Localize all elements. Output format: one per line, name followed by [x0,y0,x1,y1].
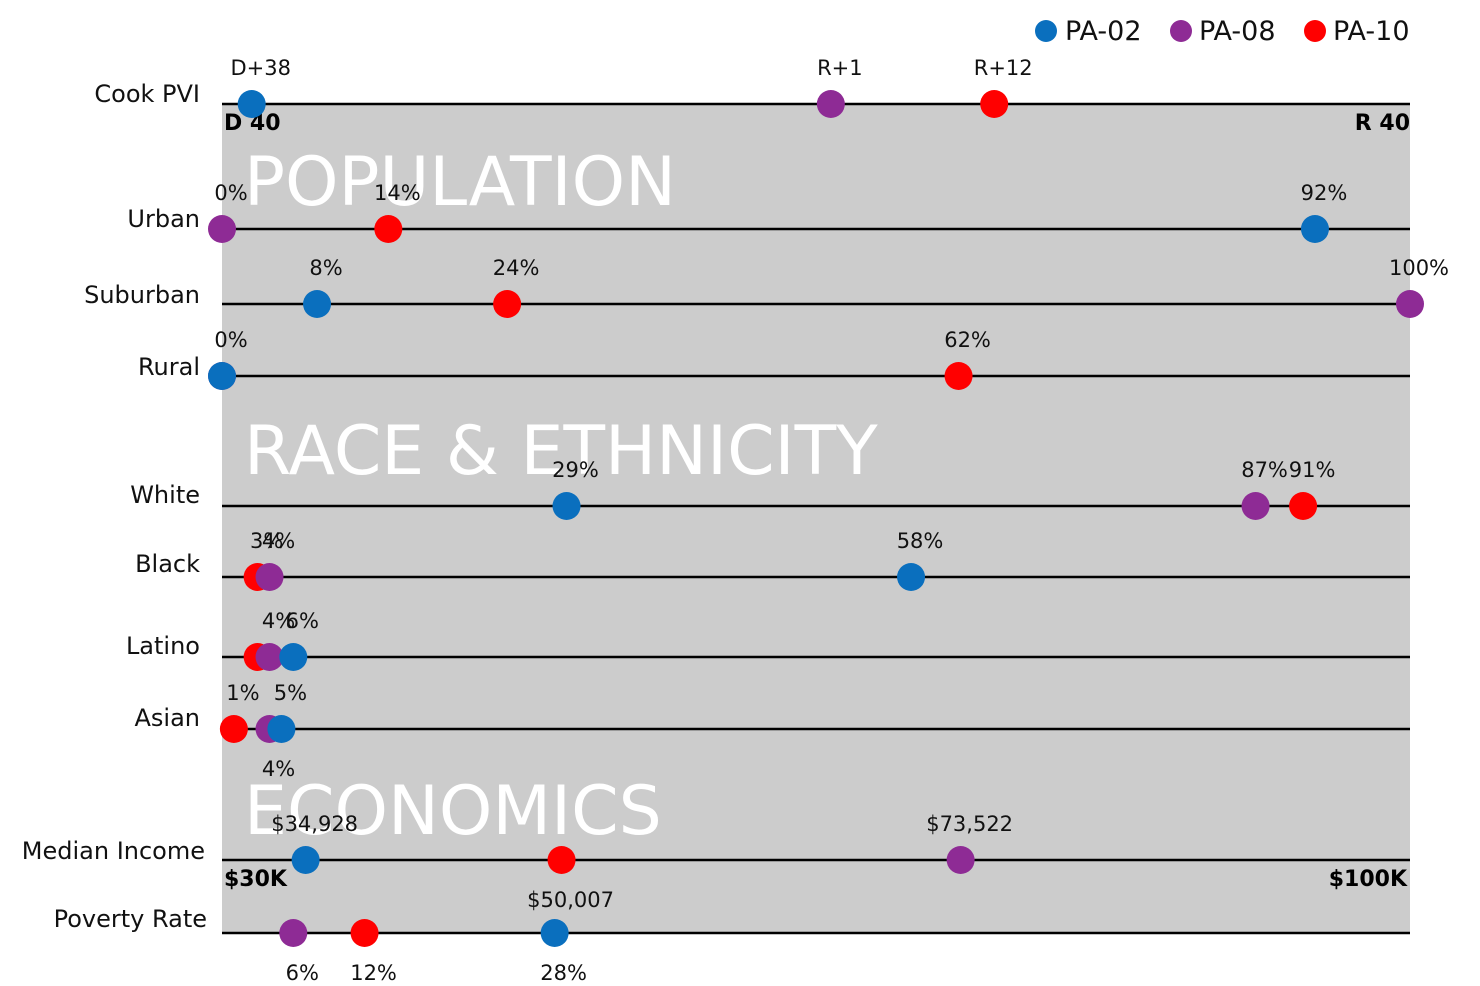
value-label-latino-pa08: 4% [262,609,295,633]
dot-urban-pa08 [208,215,236,243]
legend: PA-02 PA-08 PA-10 [1035,16,1410,47]
row-rural: Rural 0% 62% [138,328,1410,390]
dot-poverty_rate-pa10 [350,919,379,947]
dot-cook_pvi-pa08 [816,90,845,118]
dot-asian-pa10 [219,715,248,743]
legend-marker-pa02 [1035,20,1057,42]
dot-median_income-pa02 [291,846,320,874]
row-asian: Asian 1% 4% 5% [134,681,1410,781]
row-label-suburban: Suburban [84,281,200,309]
dot-urban-pa10 [374,215,403,243]
dot-suburban-pa02 [303,290,332,318]
legend-label-pa08: PA-08 [1199,16,1276,47]
legend-marker-pa10 [1304,20,1326,42]
row-white: White 29% 87% 91% [130,458,1410,520]
dot-asian-pa02 [267,715,296,743]
row-black: Black 58% 3%4% [135,529,1410,591]
row-median_income: Median Income $34,928 $50,007 $73,522 [22,812,1410,912]
row-label-latino: Latino [126,632,200,660]
dot-poverty_rate-pa02 [540,919,569,947]
dot-black-pa02 [897,563,926,591]
rows-layer: Cook PVI D+38 R+1 R+12 Urban 92% 0% 14% Suburban… [22,56,1449,985]
row-label-cook_pvi: Cook PVI [94,80,200,108]
legend-label-pa10: PA-10 [1333,16,1410,47]
value-label-suburban-pa02: 8% [309,256,342,280]
row-label-median_income: Median Income [22,837,205,865]
value-label-poverty_rate-pa10: 12% [350,961,397,985]
value-label-asian-pa10: 1% [226,681,259,705]
value-label-white-pa08: 87% [1241,458,1288,482]
value-label-urban-pa08: 0% [214,181,247,205]
dot-suburban-pa10 [493,290,522,318]
row-poverty_rate: Poverty Rate 6% 12% 28% [54,905,1410,985]
value-label-black-pa08: 4% [262,529,295,553]
dot-poverty_rate-pa08 [279,919,308,947]
row-label-white: White [130,481,200,509]
dot-cook_pvi-pa10 [980,90,1009,118]
row-label-urban: Urban [127,205,200,233]
section-label-race: RACE & ETHNICITY [244,412,878,491]
dot-latino-pa02 [279,643,308,671]
dot-rural-pa10 [944,362,973,390]
row-label-rural: Rural [138,353,200,381]
dot-white-pa10 [1289,492,1318,520]
row-urban: Urban 92% 0% 14% [127,181,1410,243]
value-label-white-pa10: 91% [1289,458,1336,482]
value-label-asian-pa02: 5% [274,681,307,705]
value-label-suburban-pa08: 100% [1389,256,1449,280]
dot-median_income-pa08 [946,846,975,874]
row-label-black: Black [135,550,200,578]
dot-suburban-pa08 [1396,290,1424,318]
value-label-rural-pa08: 0% [214,328,247,352]
legend-label-pa02: PA-02 [1065,16,1142,47]
value-label-median_income-pa08: $73,522 [926,812,1013,836]
dot-urban-pa02 [1300,215,1329,243]
income-axis-max-label: $100K [1329,867,1408,892]
value-label-cook_pvi-pa10: R+12 [974,56,1033,80]
value-label-black-pa02: 58% [897,529,944,553]
row-latino: Latino 4%6% [126,609,1410,671]
income-axis-min-label: $30K [224,867,288,892]
value-label-cook_pvi-pa08: R+1 [817,56,863,80]
value-label-black-pa10: 3% [250,529,283,553]
value-label-suburban-pa10: 24% [493,256,540,280]
section-label-population: POPULATION [244,143,676,222]
row-cook_pvi: Cook PVI D+38 R+1 R+12 [94,56,1410,118]
pvi-axis-max-label: R 40 [1355,111,1410,136]
value-label-median_income-pa02: $34,928 [271,812,358,836]
value-label-asian-pa08: 4% [262,757,295,781]
value-label-cook_pvi-pa02: D+38 [230,56,291,80]
value-label-poverty_rate-pa08: 6% [286,961,319,985]
chart-background [222,104,1410,934]
dot-rural-pa02 [208,362,236,390]
value-label-latino-pa02: 6% [286,609,319,633]
row-label-asian: Asian [134,704,200,732]
row-label-poverty_rate: Poverty Rate [54,905,207,933]
dot-cook_pvi-pa02 [237,90,266,118]
value-label-urban-pa10: 14% [374,181,421,205]
section-label-economics: ECONOMICS [244,772,662,851]
dot-latino-pa08 [255,643,284,671]
dot-black-pa08 [255,563,284,591]
dot-white-pa08 [1241,492,1270,520]
value-label-median_income-pa10: $50,007 [527,888,614,912]
legend-marker-pa08 [1170,20,1192,42]
value-label-rural-pa10: 62% [944,328,991,352]
value-label-urban-pa02: 92% [1301,181,1348,205]
dot-median_income-pa10 [547,846,576,874]
dot-white-pa02 [552,492,581,520]
row-suburban: Suburban 8% 100% 24% [84,256,1449,318]
value-label-poverty_rate-pa02: 28% [540,961,587,985]
value-label-white-pa02: 29% [552,458,599,482]
